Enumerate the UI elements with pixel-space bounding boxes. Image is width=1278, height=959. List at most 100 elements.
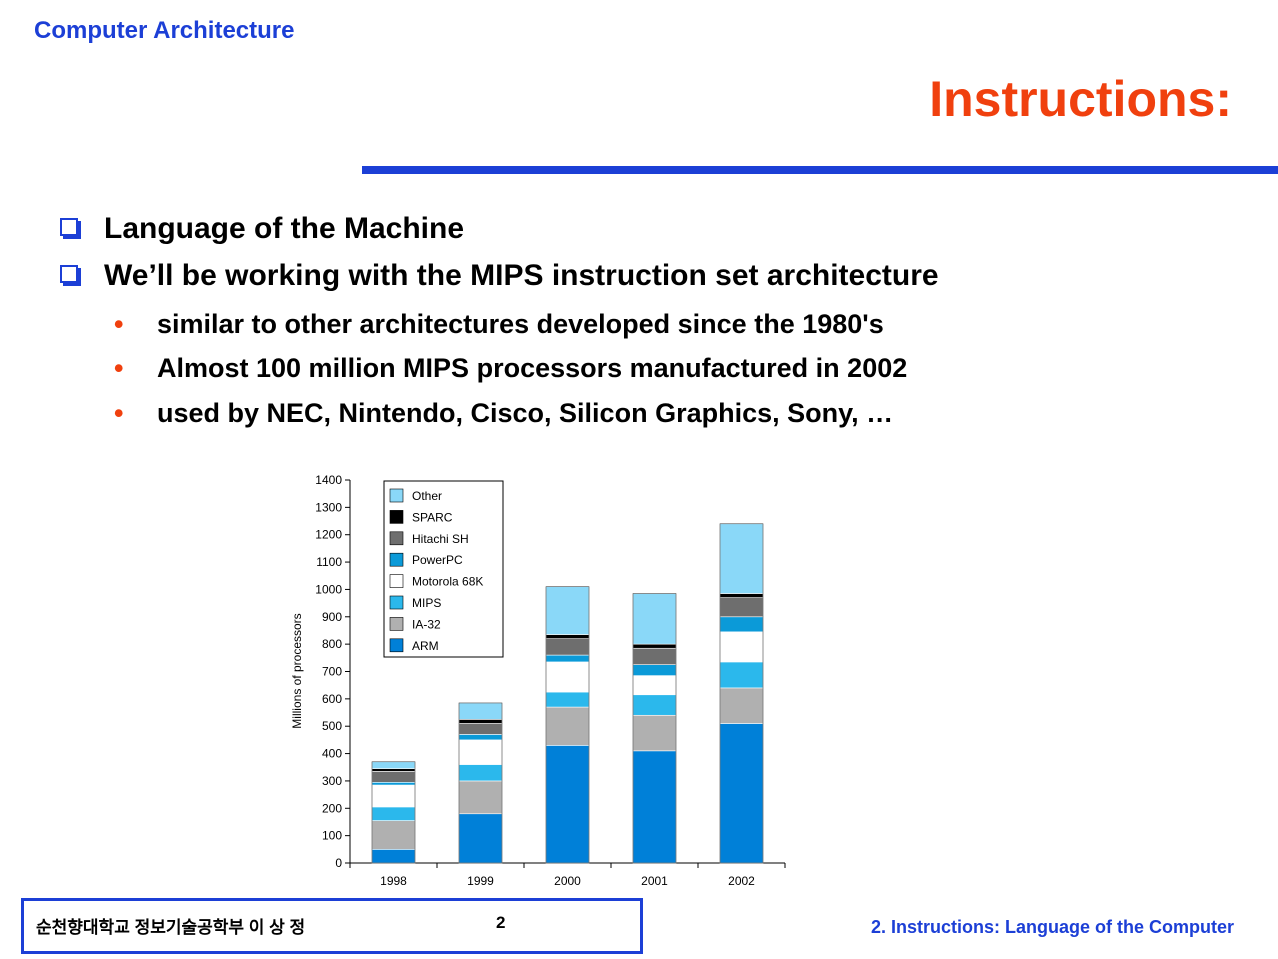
legend-label: SPARC (412, 510, 453, 524)
bar-segment-other (719, 523, 764, 594)
bar-outline (719, 523, 764, 864)
bar-segment-ia-32 (632, 714, 677, 752)
bar-segment-motorola-68k (545, 661, 590, 693)
y-tick-label: 300 (322, 774, 342, 788)
y-axis-label: Millions of processors (290, 613, 304, 728)
y-tick-label: 0 (335, 856, 342, 870)
bar-segment-arm (719, 723, 764, 864)
legend-box (383, 480, 504, 658)
legend-swatch (389, 552, 404, 567)
square-bullet-icon (60, 265, 78, 284)
legend-swatch (389, 531, 404, 546)
x-tick-label: 2002 (728, 874, 755, 888)
y-tick-label: 1200 (315, 528, 342, 542)
sub-bullet-item: • similar to other architectures develope… (114, 309, 884, 340)
bar-segment-sparc (632, 643, 677, 649)
bar-segment-other (458, 702, 503, 720)
legend-label: Other (412, 489, 442, 503)
bar-segment-sparc (371, 768, 416, 772)
bar-segment-powerpc (371, 781, 416, 786)
title-rule (362, 166, 1278, 174)
bullet-item: We’ll be working with the MIPS instructi… (60, 259, 939, 293)
bullet-text: We’ll be working with the MIPS instructi… (104, 259, 939, 292)
legend-label: IA-32 (412, 617, 441, 631)
bar-segment-arm (371, 849, 416, 864)
processor-chart: 0 100 200 300 400 500 600 700 800 900 1000 1100 1200… (290, 473, 786, 888)
sub-bullet-item: • Almost 100 million MIPS processors manu… (114, 353, 907, 384)
x-tick-label: 1998 (380, 874, 407, 888)
y-tick-label: 1000 (315, 582, 342, 596)
bar-segment-powerpc (458, 734, 503, 741)
footer-box: 순천향대학교 정보기술공학부 이 상 정 2 (21, 898, 643, 954)
bar-segment-motorola-68k (632, 675, 677, 696)
bar-outline (458, 702, 503, 864)
legend-swatch (389, 488, 404, 503)
legend-label: PowerPC (412, 553, 463, 567)
bar-segment-sparc (719, 593, 764, 598)
legend-label: MIPS (412, 596, 441, 610)
sub-bullet-text: similar to other architectures developed… (157, 309, 884, 339)
chart-legend: Other SPARC Hitachi SH PowerPC Motorola 68K M… (383, 480, 504, 658)
course-title: Computer Architecture (34, 17, 295, 44)
y-tick-label: 900 (322, 610, 342, 624)
bar-segment-motorola-68k (719, 631, 764, 663)
bar-segment-powerpc (632, 664, 677, 676)
square-bullet-icon (60, 218, 78, 237)
bar-segment-sparc (545, 634, 590, 639)
dot-bullet-icon: • (114, 398, 124, 428)
bar-segment-mips (371, 806, 416, 821)
bar-segment-other (632, 593, 677, 645)
dot-bullet-icon: • (114, 309, 124, 339)
bar-segment-hitachi-sh (458, 723, 503, 735)
dot-bullet-icon: • (114, 353, 124, 383)
bar-segment-arm (545, 745, 590, 864)
bar-segment-arm (458, 813, 503, 864)
bar-segment-mips (719, 661, 764, 689)
x-tick-label: 1999 (467, 874, 494, 888)
bullet-item: Language of the Machine (60, 212, 464, 246)
bar-segment-hitachi-sh (719, 597, 764, 618)
bar-segment-other (545, 586, 590, 635)
bar-segment-ia-32 (371, 820, 416, 850)
bar-segment-motorola-68k (458, 739, 503, 765)
sub-bullet-item: • used by NEC, Nintendo, Cisco, Silicon G… (114, 398, 893, 429)
chart-axes: 0 100 200 300 400 500 600 700 800 900 1000 1100 1200… (315, 473, 786, 888)
legend-swatch (389, 638, 404, 653)
y-tick-label: 100 (322, 829, 342, 843)
y-tick-label: 800 (322, 637, 342, 651)
bar-segment-motorola-68k (371, 784, 416, 808)
footer-author: 순천향대학교 정보기술공학부 이 상 정 (36, 918, 306, 937)
y-tick-label: 400 (322, 747, 342, 761)
bar-segment-hitachi-sh (371, 771, 416, 783)
legend-swatch (389, 595, 404, 610)
bar-segment-sparc (458, 719, 503, 724)
bar-segment-mips (458, 764, 503, 782)
bar-outline (545, 586, 590, 864)
bar-segment-powerpc (545, 654, 590, 663)
y-tick-label: 700 (322, 665, 342, 679)
bar-segment-powerpc (719, 616, 764, 633)
bar-segment-ia-32 (545, 706, 590, 746)
legend-label: Hitachi SH (412, 532, 469, 546)
x-tick-label: 2000 (554, 874, 581, 888)
legend-swatch (389, 617, 404, 631)
legend-label: Motorola 68K (412, 575, 483, 589)
slide-title: Instructions: (929, 71, 1232, 127)
sub-bullet-text: Almost 100 million MIPS processors manuf… (157, 353, 908, 383)
x-tick-label: 2001 (641, 874, 668, 888)
legend-swatch (389, 574, 404, 588)
legend-swatch (389, 510, 404, 524)
bar-segment-hitachi-sh (632, 647, 677, 665)
footer-chapter: 2. Instructions: Language of the Compute… (870, 917, 1234, 937)
chart-bars (371, 523, 764, 864)
legend-label: ARM (412, 639, 439, 653)
page-number: 2 (496, 913, 506, 932)
bar-segment-mips (545, 691, 590, 708)
y-tick-label: 1100 (316, 555, 342, 569)
y-tick-label: 600 (322, 692, 342, 706)
bar-segment-mips (632, 694, 677, 716)
bar-segment-ia-32 (719, 687, 764, 724)
y-tick-label: 1400 (315, 473, 342, 487)
y-tick-label: 1300 (315, 500, 342, 514)
bar-segment-arm (632, 750, 677, 864)
